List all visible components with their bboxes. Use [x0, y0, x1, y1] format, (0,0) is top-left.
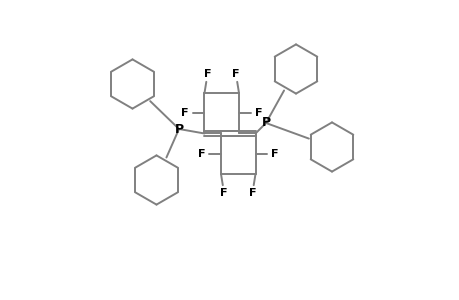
Text: F: F [203, 69, 211, 80]
Text: F: F [254, 108, 262, 118]
Text: F: F [181, 108, 188, 118]
Text: F: F [271, 149, 278, 159]
Text: F: F [197, 149, 205, 159]
Text: P: P [174, 122, 183, 136]
Text: F: F [220, 188, 227, 198]
Text: F: F [248, 188, 256, 198]
Text: P: P [261, 116, 270, 130]
Text: F: F [232, 69, 239, 80]
